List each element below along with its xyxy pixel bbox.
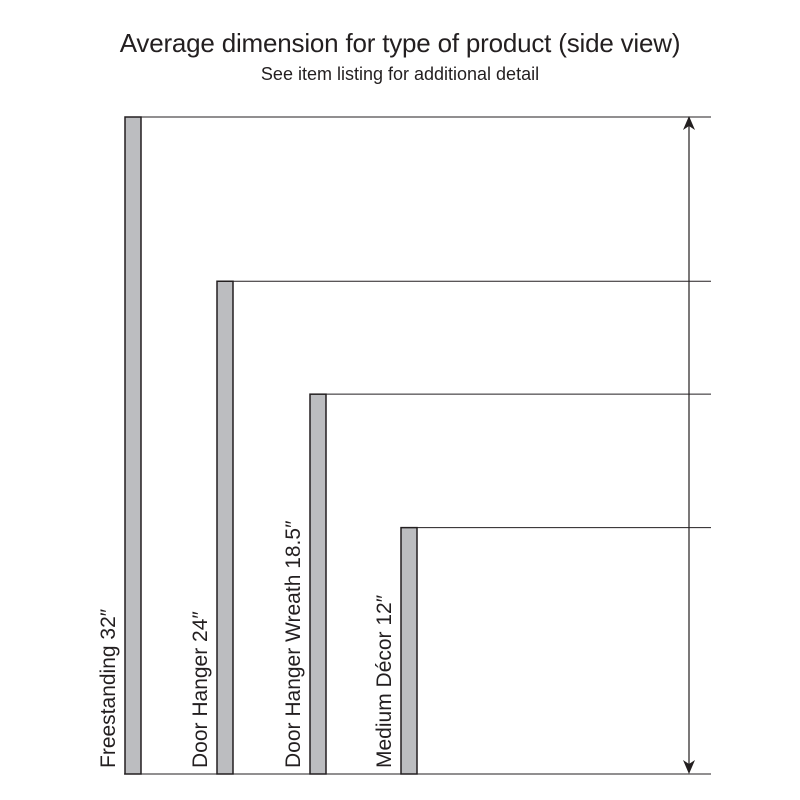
diagram-subtitle: See item listing for additional detail xyxy=(260,64,540,84)
product-bar xyxy=(124,116,142,775)
arrowhead-top-icon xyxy=(683,116,695,130)
product-bar xyxy=(309,393,327,775)
product-label: Medium Décor 12″ xyxy=(373,594,396,768)
product-bar xyxy=(216,280,234,775)
arrowhead-bottom-icon xyxy=(683,760,695,774)
product-label: Door Hanger 24″ xyxy=(189,611,212,768)
diagram-title: Average dimension for type of product (s… xyxy=(119,28,681,58)
product-bar xyxy=(400,526,418,775)
product-label: Freestanding 32″ xyxy=(97,608,120,768)
product-label: Door Hanger Wreath 18.5″ xyxy=(282,520,305,768)
